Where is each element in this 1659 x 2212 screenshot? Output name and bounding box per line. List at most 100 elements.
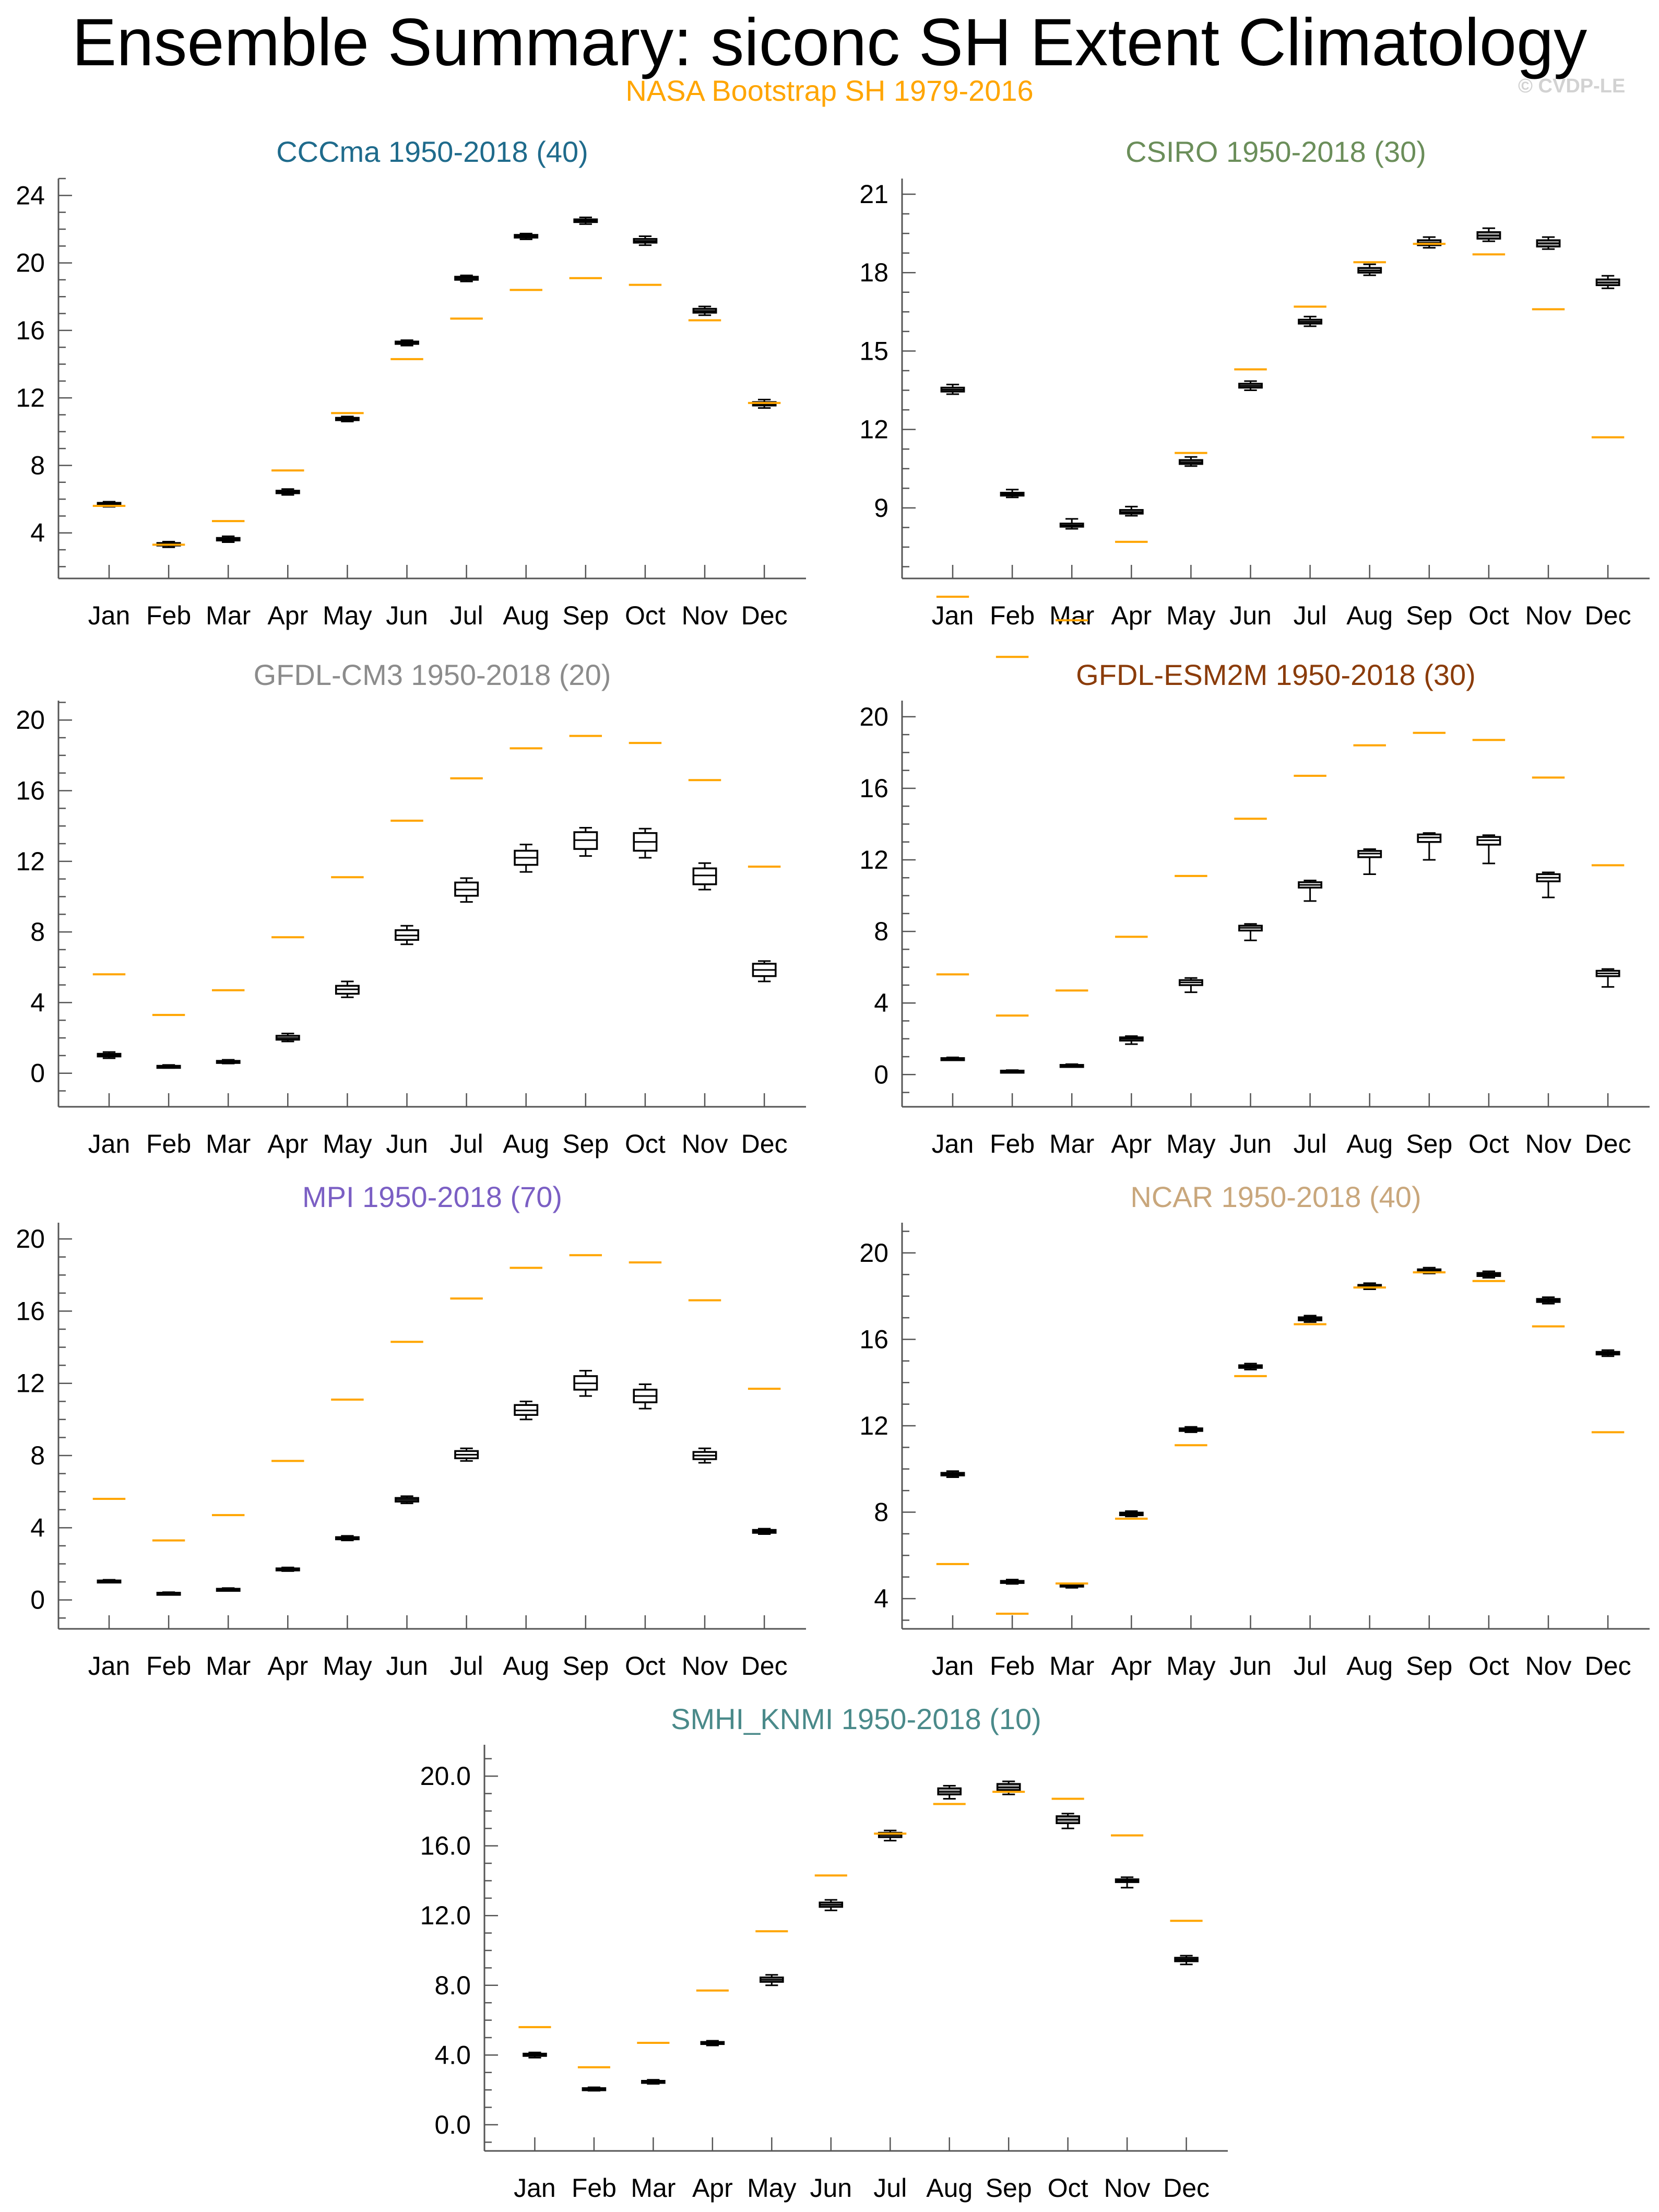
x-tick-label-jan: Jan [932,601,974,630]
y-tick-label: 4 [30,988,45,1017]
y-tick-label: 8.0 [434,1971,471,2000]
x-tick-label-mar: Mar [206,1651,251,1681]
y-tick-label: 15 [859,336,888,365]
x-tick-label-aug: Aug [1346,1129,1393,1158]
y-tick-label: 18 [859,258,888,287]
x-tick-label-feb: Feb [146,1129,191,1158]
x-tick-label-jul: Jul [450,1129,483,1158]
x-tick-label-jun: Jun [810,2173,852,2203]
box-oct [633,827,658,859]
x-tick-label-feb: Feb [146,601,191,630]
figure-title: Ensemble Summary: siconc SH Extent Clima… [72,5,1587,80]
panel-7: SMHI_KNMI 1950-2018 (10) 0.0 4.0 8.0 12.0 16.… [420,1702,1228,2203]
x-tick-label-dec: Dec [1163,2173,1210,2203]
x-tick-label-oct: Oct [1468,1129,1509,1158]
box-apr [275,1033,300,1043]
y-tick-label: 16 [16,316,45,345]
y-tick-label: 16 [859,1324,888,1354]
x-tick-label-oct: Oct [1468,601,1509,630]
x-tick-label-may: May [1166,1129,1215,1158]
y-tick-label: 8 [30,1441,45,1470]
x-tick-label-sep: Sep [562,1129,609,1158]
y-tick-label: 0.0 [434,2110,471,2139]
x-tick-label-jan: Jan [514,2173,556,2203]
x-tick-label-mar: Mar [206,601,251,630]
box-feb [1000,1579,1025,1585]
y-tick-label: 16 [859,774,888,803]
y-tick-label: 12 [16,1369,45,1398]
observations-label: NASA Bootstrap SH 1979-2016 [625,74,1034,107]
box-dec [752,960,777,983]
x-tick-label-jun: Jun [386,1129,428,1158]
x-tick-label-jul: Jul [450,601,483,630]
box-jul [454,877,479,903]
panel-title: NCAR 1950-2018 (40) [1130,1180,1421,1213]
x-tick-label-sep: Sep [562,601,609,630]
x-tick-label-aug: Aug [1346,1651,1393,1681]
box-sep [573,216,598,225]
x-tick-label-oct: Oct [1468,1651,1509,1681]
box-nov [1536,871,1561,898]
y-tick-label: 4 [874,1584,888,1613]
x-tick-label-jan: Jan [88,1129,131,1158]
x-tick-label-aug: Aug [1346,601,1393,630]
y-tick-label: 20 [16,705,45,735]
y-tick-label: 0 [30,1586,45,1615]
x-tick-label-oct: Oct [625,1651,666,1681]
x-tick-label-dec: Dec [1585,1651,1631,1681]
box-jun [395,1495,419,1505]
box-aug [937,1784,962,1800]
box-jan [97,1051,122,1059]
x-tick-label-oct: Oct [625,1129,666,1158]
box-may [1178,977,1203,993]
y-tick-label: 4 [30,1513,45,1542]
box-jun [819,1899,844,1911]
box-jul [454,1447,479,1462]
x-tick-label-jan: Jan [88,601,131,630]
box-sep [573,1370,598,1397]
box-sep [1417,832,1442,861]
box-dec [1174,1955,1199,1966]
x-tick-label-apr: Apr [267,601,308,630]
box-may [1178,456,1203,467]
x-tick-label-may: May [323,1651,372,1681]
x-tick-label-may: May [323,1129,372,1158]
x-tick-label-jul: Jul [873,2173,907,2203]
x-tick-label-sep: Sep [1406,1129,1452,1158]
box-feb [582,2086,607,2092]
x-tick-label-jun: Jun [386,1651,428,1681]
x-tick-label-may: May [323,601,372,630]
box-jun [1238,380,1263,392]
box-mar [216,1587,241,1592]
y-tick-label: 20.0 [420,1761,471,1791]
x-tick-label-oct: Oct [1048,2173,1088,2203]
y-tick-label: 12 [859,845,888,874]
y-tick-label: 20 [859,1238,888,1268]
x-tick-label-jul: Jul [1294,601,1327,630]
y-tick-label: 16 [16,776,45,806]
panel-6: NCAR 1950-2018 (40) 4 8 12 16 20 Jan Feb Mar Apr M… [859,1180,1650,1681]
box-jul [1298,879,1323,902]
box-oct [1476,1270,1501,1279]
panel-title: CCCma 1950-2018 (40) [276,135,588,168]
box-jan [940,384,965,395]
x-tick-label-jan: Jan [932,1129,974,1158]
x-tick-label-feb: Feb [990,1129,1035,1158]
box-oct [1476,834,1501,865]
box-nov [1115,1876,1140,1889]
box-jul [1298,1315,1323,1323]
x-tick-label-jul: Jul [450,1651,483,1681]
x-tick-label-mar: Mar [206,1129,251,1158]
box-nov [1536,236,1561,250]
box-dec [1595,275,1620,289]
y-tick-label: 21 [859,180,888,209]
box-mar [641,2079,666,2085]
y-tick-label: 0 [874,1060,888,1089]
box-sep [996,1780,1021,1795]
box-nov [692,1447,717,1464]
x-tick-label-mar: Mar [1049,601,1094,630]
box-feb [1000,1069,1025,1074]
box-may [335,416,360,422]
x-tick-label-may: May [1166,601,1215,630]
